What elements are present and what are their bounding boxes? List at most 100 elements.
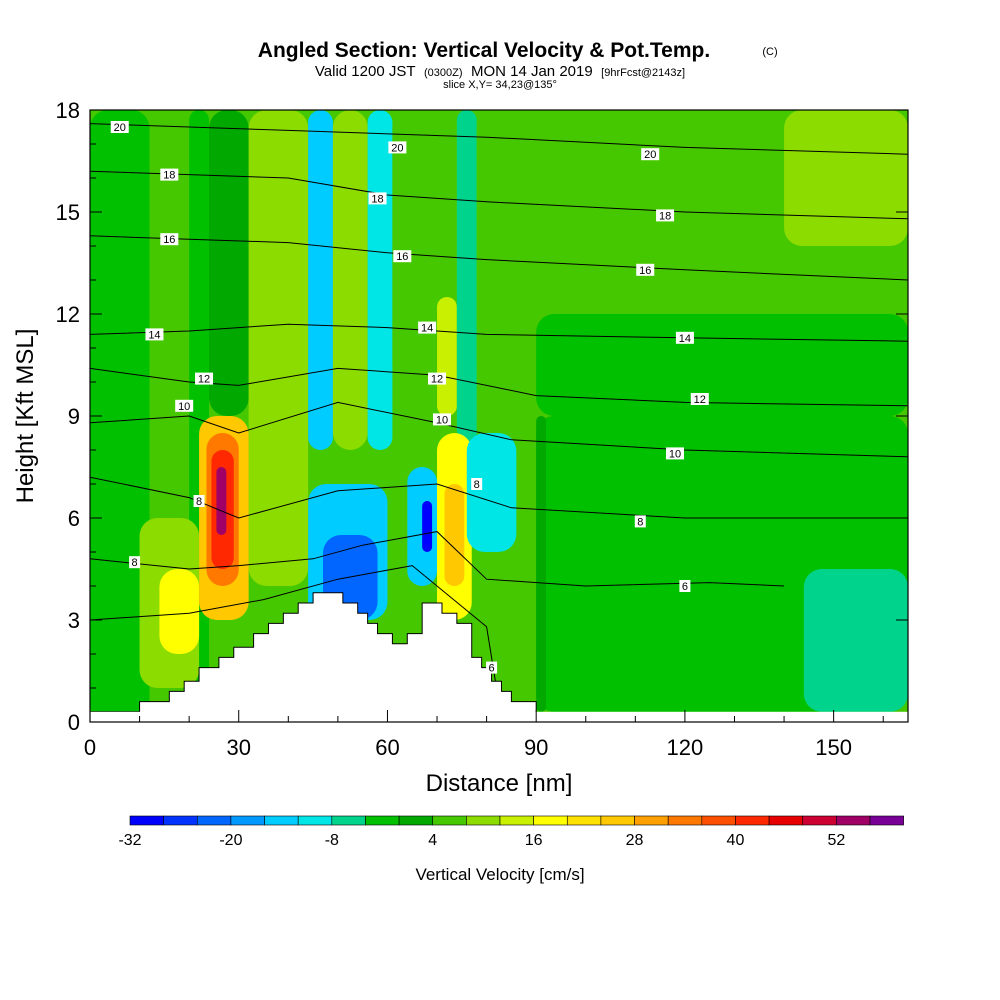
contour-label: 20 xyxy=(110,121,129,134)
velocity-cell xyxy=(437,297,457,416)
chart-title: Angled Section: Vertical Velocity & Pot.… xyxy=(258,39,710,62)
x-axis-title: Distance [nm] xyxy=(426,770,573,797)
colorbar-label: 40 xyxy=(727,832,745,849)
contour-label-text: 20 xyxy=(114,122,126,134)
contour-label-box xyxy=(195,372,214,385)
slice-text: slice X,Y= 34,23@135° xyxy=(443,79,557,91)
x-tick-label: 0 xyxy=(84,735,96,760)
contour-label-box xyxy=(428,372,447,385)
chart-subtitle: Valid 1200 JST (0300Z) MON 14 Jan 2019 [… xyxy=(315,63,685,80)
colorbar-bin xyxy=(466,815,501,826)
colorbar-bin xyxy=(499,815,534,826)
colorbar-label: -32 xyxy=(118,832,141,849)
colorbar-label: 4 xyxy=(428,832,437,849)
contour-label-text: 20 xyxy=(391,142,403,154)
contour-label: 6 xyxy=(486,661,498,675)
isentrope-line xyxy=(90,565,498,689)
velocity-cell xyxy=(536,314,908,416)
contour-label-text: 14 xyxy=(421,323,433,335)
subtitle-date: MON 14 Jan 2019 xyxy=(471,63,593,80)
colorbar: -32 -20 -8 4 16 28 40 52 xyxy=(118,815,904,849)
x-tick-label: 30 xyxy=(226,735,250,760)
colorbar-title: Vertical Velocity [cm/s] xyxy=(415,865,584,884)
velocity-cell xyxy=(308,110,333,450)
velocity-cell xyxy=(476,110,547,382)
contour-label: 10 xyxy=(175,399,194,413)
y-tick-label: 18 xyxy=(56,98,80,123)
contour-label: 10 xyxy=(432,413,451,426)
velocity-cell xyxy=(803,569,908,712)
contour-label-box xyxy=(160,233,179,246)
contour-label-text: 18 xyxy=(659,210,671,222)
y-tick-label: 6 xyxy=(68,506,80,531)
contour-label-box xyxy=(634,515,646,528)
x-tick-label: 90 xyxy=(524,735,548,760)
contour-label: 18 xyxy=(656,209,675,222)
colorbar-bin xyxy=(331,815,366,826)
contour-label-box xyxy=(193,495,205,507)
colorbar-bin xyxy=(398,815,434,826)
colorbar-bin xyxy=(600,815,635,826)
contour-label-box xyxy=(393,250,412,263)
chart-title-units: (C) xyxy=(762,46,777,58)
contour-label-box xyxy=(432,413,451,426)
contour-label: 12 xyxy=(428,372,447,386)
contour-label-box xyxy=(636,263,655,276)
isentrope-line xyxy=(90,401,908,458)
contour-label: 14 xyxy=(418,321,437,335)
contour-label-text: 20 xyxy=(644,149,656,161)
contour-label: 14 xyxy=(675,331,694,345)
velocity-cell xyxy=(208,110,249,416)
contour-label-text: 12 xyxy=(198,374,210,386)
velocity-field xyxy=(90,110,908,722)
contour-label: 8 xyxy=(193,495,205,508)
plot-area: 20 18 16 14 12 10 8 8 20 18 16 14 12 10 8 6 20 18 16 14 12 10… xyxy=(90,110,908,722)
velocity-cell xyxy=(367,110,393,450)
colorbar-bin xyxy=(802,815,837,826)
contour-label: 16 xyxy=(393,250,412,263)
velocity-cell xyxy=(456,110,477,450)
colorbar-bin xyxy=(297,815,333,826)
contour-label-text: 16 xyxy=(396,251,408,263)
contour-label-box xyxy=(641,148,660,161)
contour-label-text: 8 xyxy=(474,479,480,491)
colorbar-bin xyxy=(533,815,568,826)
contour-label: 20 xyxy=(388,141,407,154)
colorbar-bin xyxy=(196,815,232,826)
contour-label: 8 xyxy=(634,515,646,528)
contour-label: 14 xyxy=(145,328,164,341)
contour-label-text: 18 xyxy=(371,193,383,205)
subtitle-utc: (0300Z) xyxy=(424,67,463,79)
velocity-cell xyxy=(784,110,908,246)
contour-label-box xyxy=(175,399,194,412)
contour-label-text: 12 xyxy=(431,374,443,386)
colorbar-label: 28 xyxy=(626,832,644,849)
velocity-cell xyxy=(216,467,227,535)
contour-label: 20 xyxy=(641,148,660,161)
velocity-cell xyxy=(90,110,150,722)
y-tick-label: 12 xyxy=(56,302,80,327)
y-tick-label: 3 xyxy=(68,608,80,633)
colorbar-label: -20 xyxy=(219,832,242,849)
isentrope-line xyxy=(90,123,908,155)
colorbar-bin xyxy=(129,815,164,826)
contour-label: 8 xyxy=(129,556,141,569)
contour-label-text: 10 xyxy=(178,401,190,413)
colorbar-bin xyxy=(701,815,736,826)
contour-label-box xyxy=(129,556,141,569)
y-tick-label: 9 xyxy=(68,404,80,429)
contour-label: 18 xyxy=(368,192,387,205)
velocity-cell xyxy=(466,433,517,552)
isentrope-line xyxy=(90,531,785,587)
velocity-cell xyxy=(248,110,309,586)
velocity-cell xyxy=(422,501,433,552)
contour-label-box xyxy=(160,168,179,181)
colorbar-bin xyxy=(432,815,467,826)
colorbar-bin xyxy=(566,815,602,826)
contour-label-box xyxy=(471,478,483,490)
axes: 0 30 60 90 120 150 0 3 6 9 12 15 18 xyxy=(56,98,908,760)
colorbar-bin xyxy=(735,815,770,826)
contour-label-box xyxy=(486,661,498,674)
contour-label: 6 xyxy=(679,580,691,593)
